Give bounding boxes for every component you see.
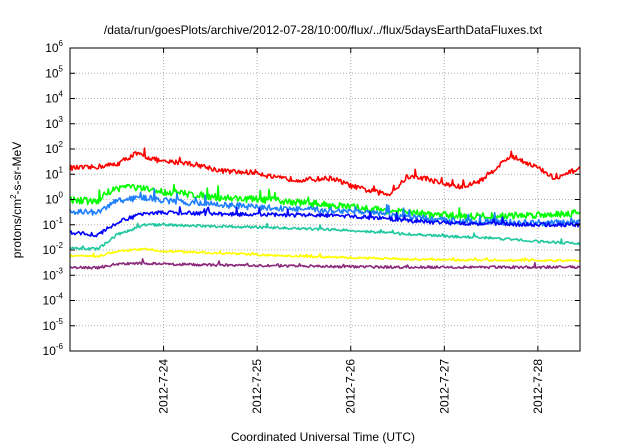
series-line-1 bbox=[69, 147, 581, 197]
y-tick-label-exponent: 1 bbox=[59, 165, 64, 174]
y-tick-label: 10-6 bbox=[43, 342, 64, 358]
y-tick-label-base: 10 bbox=[45, 193, 59, 207]
y-axis-ticks: 10610510410310210110010-110-210-310-410-… bbox=[43, 39, 580, 358]
y-tick-label: 105 bbox=[45, 64, 63, 80]
y-tick-label-exponent: 2 bbox=[59, 140, 64, 149]
y-tick-label: 10-4 bbox=[43, 292, 64, 308]
series-line-5 bbox=[69, 222, 581, 251]
y-tick-label-base: 10 bbox=[45, 92, 59, 106]
x-axis-ticks: 2012-7-24 2012-7-25 2012-7-26 2012-7-27 2012… bbox=[157, 48, 545, 414]
y-axis-label-prefix: protons/cm bbox=[10, 199, 24, 258]
y-tick-label-base: 10 bbox=[45, 41, 59, 55]
series-group bbox=[69, 147, 581, 270]
y-tick-label-base: 10 bbox=[43, 268, 57, 282]
y-tick-label-exponent: 5 bbox=[59, 64, 64, 73]
series-line-7 bbox=[69, 258, 580, 270]
y-tick-label-base: 10 bbox=[45, 66, 59, 80]
y-tick-label-exponent: -2 bbox=[56, 241, 64, 250]
y-tick-label-exponent: -1 bbox=[56, 216, 64, 225]
y-tick-label-base: 10 bbox=[43, 344, 57, 358]
y-tick-label-base: 10 bbox=[45, 142, 59, 156]
y-tick-label: 10-5 bbox=[43, 317, 64, 333]
series-line-6 bbox=[69, 247, 581, 263]
x-axis-label: Coordinated Universal Time (UTC) bbox=[231, 430, 415, 444]
series-line-4 bbox=[69, 206, 581, 238]
y-axis-label-suffix: -s-sr-MeV bbox=[10, 142, 24, 195]
y-tick-label-exponent: 0 bbox=[59, 191, 64, 200]
y-tick-label-base: 10 bbox=[43, 294, 57, 308]
y-tick-label-exponent: 4 bbox=[59, 90, 64, 99]
y-axis-label-sup: 2 bbox=[9, 194, 18, 199]
y-tick-label-exponent: -3 bbox=[56, 266, 64, 275]
y-tick-label: 100 bbox=[45, 191, 63, 207]
y-tick-label: 10-1 bbox=[43, 216, 64, 232]
y-tick-label: 106 bbox=[45, 39, 63, 55]
y-tick-label-exponent: -4 bbox=[56, 292, 64, 301]
chart-title: /data/run/goesPlots/archive/2012-07-28/1… bbox=[104, 23, 543, 37]
y-tick-label-base: 10 bbox=[45, 117, 59, 131]
x-tick-label: 2012-7-28 bbox=[531, 359, 545, 414]
y-tick-label-exponent: 3 bbox=[59, 115, 64, 124]
y-tick-label: 10-3 bbox=[43, 266, 64, 282]
y-tick-label-exponent: -5 bbox=[56, 317, 64, 326]
y-tick-label-base: 10 bbox=[45, 167, 59, 181]
y-axis-label: protons/cm2-s-sr-MeV bbox=[9, 142, 24, 258]
y-tick-label: 10-2 bbox=[43, 241, 64, 257]
x-tick-label: 2012-7-27 bbox=[437, 359, 451, 414]
y-tick-label-base: 10 bbox=[43, 218, 57, 232]
grid bbox=[70, 48, 580, 351]
y-tick-label: 103 bbox=[45, 115, 63, 131]
y-tick-label: 101 bbox=[45, 165, 63, 181]
y-tick-label-exponent: -6 bbox=[56, 342, 64, 351]
y-tick-label: 102 bbox=[45, 140, 63, 156]
series-line-3 bbox=[69, 188, 581, 227]
y-tick-label: 104 bbox=[45, 90, 63, 106]
x-tick-label: 2012-7-24 bbox=[157, 359, 171, 414]
series-line-2 bbox=[69, 183, 581, 221]
y-tick-label-base: 10 bbox=[43, 319, 57, 333]
x-tick-label: 2012-7-25 bbox=[250, 359, 264, 414]
y-tick-label-exponent: 6 bbox=[59, 39, 64, 48]
y-tick-label-base: 10 bbox=[43, 243, 57, 257]
x-tick-label: 2012-7-26 bbox=[344, 359, 358, 414]
